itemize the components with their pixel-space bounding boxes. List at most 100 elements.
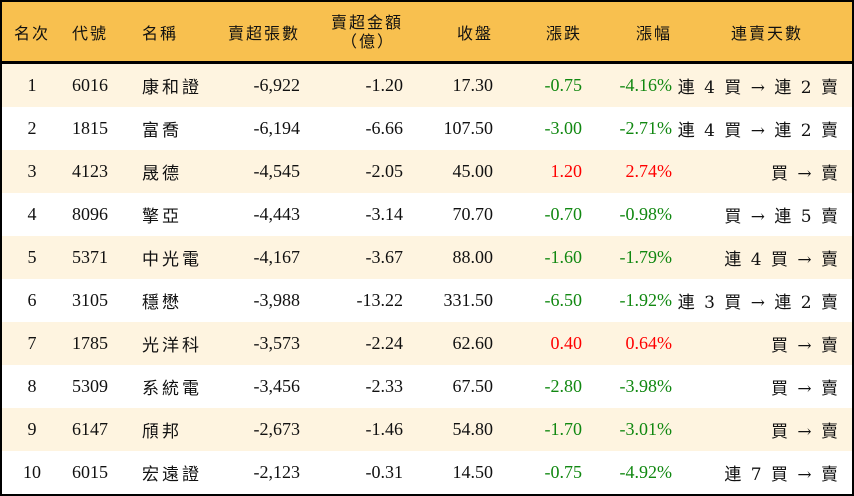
streak-cell: 連 4 買 → 連 2 賣 (677, 121, 840, 141)
close-cell: 45.00 (452, 161, 494, 181)
rank-cell: 4 (27, 204, 37, 224)
name-cell: 光洋科 (142, 336, 202, 356)
net-sell-shares-cell: -6,194 (253, 118, 301, 138)
code-cell: 5309 (72, 376, 108, 396)
code-cell: 3105 (72, 290, 108, 310)
table-row: 5 5371 中光電 -4,167 -3.67 88.00 -1.60 -1.79% 連 4 買… (2, 236, 852, 279)
header-net-sell-amount: 賣超金額 （億） (302, 2, 403, 61)
table-row: 4 8096 擎亞 -4,443 -3.14 70.70 -0.70 -0.98% 買 → 連 … (2, 193, 852, 236)
close-cell: 17.30 (452, 75, 494, 95)
change-pct-cell: 2.74% (625, 161, 673, 181)
rank-cell: 5 (27, 247, 37, 267)
table-row: 8 5309 系統電 -3,456 -2.33 67.50 -2.80 -3.98% 買 → 賣 (2, 365, 852, 408)
net-sell-shares-cell: -6,922 (253, 75, 301, 95)
code-cell: 6147 (72, 419, 108, 439)
name-cell: 富喬 (142, 121, 182, 141)
net-sell-amount-cell: -1.46 (365, 419, 404, 439)
table-row: 6 3105 穩懋 -3,988 -13.22 331.50 -6.50 -1.92% 連 3 … (2, 279, 852, 322)
name-cell: 宏遠證 (142, 465, 202, 485)
net-sell-shares-cell: -3,573 (253, 333, 301, 353)
change-pct-cell: -0.98% (619, 204, 673, 224)
net-sell-shares-cell: -2,123 (253, 462, 301, 482)
header-rank: 名次 (13, 23, 50, 43)
close-cell: 62.60 (452, 333, 494, 353)
code-cell: 1785 (72, 333, 108, 353)
header-net-sell-amount-line1: 賣超金額 (330, 12, 403, 32)
table-row: 1 6016 康和證 -6,922 -1.20 17.30 -0.75 -4.16% 連 4 買… (2, 64, 852, 107)
change-cell: -0.70 (544, 204, 583, 224)
header-name: 名稱 (142, 23, 179, 43)
change-cell: -2.80 (544, 376, 583, 396)
rank-cell: 3 (27, 161, 37, 181)
streak-cell: 連 4 買 → 賣 (724, 250, 840, 270)
rank-cell: 1 (27, 75, 37, 95)
streak-cell: 連 3 買 → 連 2 賣 (677, 293, 840, 313)
change-pct-cell: -3.98% (619, 376, 673, 396)
streak-cell: 連 4 買 → 連 2 賣 (677, 78, 840, 98)
rank-cell: 9 (27, 419, 37, 439)
net-sell-shares-cell: -4,545 (253, 161, 301, 181)
net-sell-amount-cell: -6.66 (365, 118, 404, 138)
net-sell-amount-cell: -2.33 (365, 376, 404, 396)
header-net-sell-shares: 賣超張數 (227, 23, 300, 43)
net-sell-shares-cell: -2,673 (253, 419, 301, 439)
close-cell: 88.00 (452, 247, 494, 267)
table-row: 7 1785 光洋科 -3,573 -2.24 62.60 0.40 0.64% 買 → 賣 (2, 322, 852, 365)
change-cell: -3.00 (544, 118, 583, 138)
net-sell-amount-cell: -3.14 (365, 204, 404, 224)
change-cell: -1.70 (544, 419, 583, 439)
rank-cell: 2 (27, 118, 37, 138)
net-sell-shares-cell: -4,167 (253, 247, 301, 267)
header-close: 收盤 (456, 23, 493, 43)
table-row: 9 6147 頎邦 -2,673 -1.46 54.80 -1.70 -3.01% 買 → 賣 (2, 408, 852, 451)
change-cell: 0.40 (550, 333, 583, 353)
name-cell: 穩懋 (142, 293, 182, 313)
header-streak: 連賣天數 (730, 23, 803, 43)
streak-cell: 買 → 賣 (770, 164, 840, 184)
name-cell: 頎邦 (142, 422, 182, 442)
net-sell-amount-cell: -2.05 (365, 161, 404, 181)
code-cell: 6016 (72, 75, 108, 95)
close-cell: 14.50 (452, 462, 494, 482)
code-cell: 4123 (72, 161, 108, 181)
code-cell: 1815 (72, 118, 108, 138)
close-cell: 67.50 (452, 376, 494, 396)
change-pct-cell: -1.92% (619, 290, 673, 310)
change-pct-cell: -3.01% (619, 419, 673, 439)
streak-cell: 買 → 賣 (770, 336, 840, 356)
net-sell-shares-cell: -3,988 (253, 290, 301, 310)
header-code: 代號 (72, 23, 109, 43)
rank-cell: 6 (27, 290, 37, 310)
header-net-sell-amount-line2: （億） (340, 31, 395, 51)
header-change-pct: 漲幅 (635, 23, 672, 43)
name-cell: 中光電 (142, 250, 202, 270)
change-cell: -0.75 (544, 75, 583, 95)
net-sell-amount-cell: -1.20 (365, 75, 404, 95)
code-cell: 8096 (72, 204, 108, 224)
table-row: 10 6015 宏遠證 -2,123 -0.31 14.50 -0.75 -4.92% 連 7 … (2, 451, 852, 494)
code-cell: 6015 (72, 462, 108, 482)
change-cell: -1.60 (544, 247, 583, 267)
streak-cell: 買 → 賣 (770, 422, 840, 442)
net-sell-amount-cell: -3.67 (365, 247, 404, 267)
change-cell: 1.20 (550, 161, 583, 181)
change-cell: -0.75 (544, 462, 583, 482)
change-pct-cell: -4.16% (619, 75, 673, 95)
table-header: 名次 代號 名稱 賣超張數 賣超金額 （億） 收盤 漲跌 漲幅 連賣天數 (2, 2, 852, 64)
net-sell-shares-cell: -4,443 (253, 204, 301, 224)
streak-cell: 買 → 連 5 賣 (724, 207, 840, 227)
streak-cell: 買 → 賣 (770, 379, 840, 399)
change-cell: -6.50 (544, 290, 583, 310)
net-sell-amount-cell: -0.31 (365, 462, 404, 482)
close-cell: 107.50 (443, 118, 494, 138)
name-cell: 擎亞 (142, 207, 182, 227)
header-change: 漲跌 (545, 23, 582, 43)
net-sell-amount-cell: -2.24 (365, 333, 404, 353)
streak-cell: 連 7 買 → 賣 (724, 465, 840, 485)
net-sell-amount-cell: -13.22 (356, 290, 404, 310)
name-cell: 系統電 (142, 379, 202, 399)
change-pct-cell: -2.71% (619, 118, 673, 138)
net-sell-shares-cell: -3,456 (253, 376, 301, 396)
table-row: 2 1815 富喬 -6,194 -6.66 107.50 -3.00 -2.71% 連 4 買… (2, 107, 852, 150)
rank-cell: 10 (23, 462, 41, 482)
